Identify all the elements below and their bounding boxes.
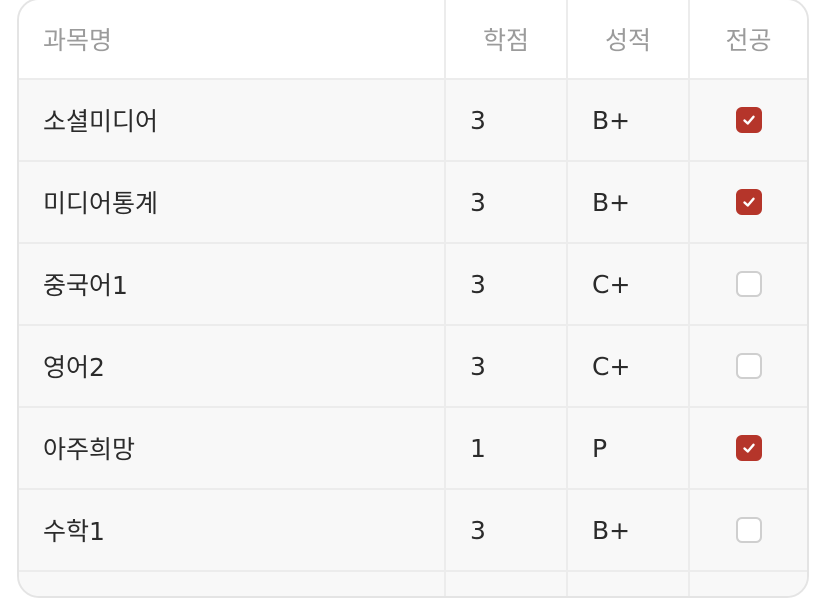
check-icon [742, 115, 755, 125]
course-credits: 3 [446, 490, 568, 570]
table-row-partial [19, 572, 807, 596]
major-cell [690, 326, 807, 406]
major-checkbox[interactable] [735, 107, 762, 133]
table-header: 과목명 학점 성적 전공 [19, 0, 807, 80]
major-checkbox[interactable] [735, 353, 762, 379]
header-major: 전공 [725, 26, 772, 55]
major-checkbox[interactable] [735, 189, 762, 215]
major-cell [690, 162, 807, 242]
major-checkbox[interactable] [735, 435, 762, 461]
course-name: 영어2 [19, 326, 446, 406]
major-cell [690, 244, 807, 324]
course-name: 아주희망 [19, 408, 446, 488]
major-checkbox[interactable] [735, 271, 762, 297]
course-grade: P [568, 408, 690, 488]
course-name: 수학1 [19, 490, 446, 570]
major-checkbox[interactable] [735, 517, 762, 543]
course-name: 중국어1 [19, 244, 446, 324]
course-grade: C+ [568, 326, 690, 406]
header-grade: 성적 [568, 0, 690, 78]
course-name: 미디어통계 [19, 162, 446, 242]
table-row: 영어2 3 C+ [19, 326, 807, 408]
course-grade: B+ [568, 490, 690, 570]
table-row: 미디어통계 3 B+ [19, 162, 807, 244]
course-grade: B+ [568, 162, 690, 242]
grades-table: 과목명 학점 성적 전공 소셜미디어 3 B+ 미디어통계 3 B+ 중국어1 … [17, 0, 809, 598]
course-grade: B+ [568, 80, 690, 160]
course-credits: 3 [446, 326, 568, 406]
course-grade: C+ [568, 244, 690, 324]
course-credits: 3 [446, 80, 568, 160]
check-icon [742, 197, 755, 207]
major-cell [690, 80, 807, 160]
table-row: 아주희망 1 P [19, 408, 807, 490]
table-row: 수학1 3 B+ [19, 490, 807, 572]
check-icon [742, 443, 755, 453]
course-credits: 3 [446, 162, 568, 242]
course-name: 소셜미디어 [19, 80, 446, 160]
course-credits: 3 [446, 244, 568, 324]
table-row: 소셜미디어 3 B+ [19, 80, 807, 162]
course-credits: 1 [446, 408, 568, 488]
header-course-name: 과목명 [19, 0, 446, 78]
table-row: 중국어1 3 C+ [19, 244, 807, 326]
major-cell [690, 408, 807, 488]
header-credits: 학점 [446, 0, 568, 78]
major-cell [690, 490, 807, 570]
